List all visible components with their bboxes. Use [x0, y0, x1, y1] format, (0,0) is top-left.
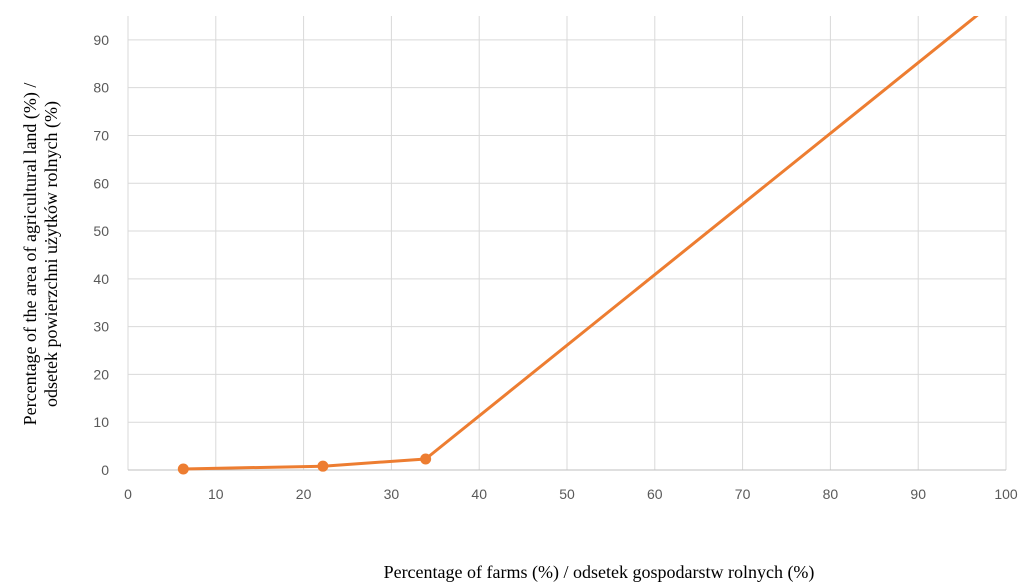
y-tick-label: 30: [93, 319, 109, 335]
x-tick-label: 50: [559, 486, 575, 502]
y-tick-label: 10: [93, 414, 109, 430]
y-tick-label: 90: [93, 32, 109, 48]
data-series: [177, 16, 979, 475]
series-line: [183, 16, 979, 471]
y-tick-label: 20: [93, 366, 109, 382]
x-axis-tick-labels: 0 10 20 30 40 50 60 70 80 90 100: [124, 486, 1018, 502]
x-axis-title: Percentage of farms (%) / odsetek gospod…: [384, 562, 815, 583]
data-point-marker: [317, 460, 329, 472]
x-tick-label: 80: [823, 486, 839, 502]
y-tick-label: 80: [93, 80, 109, 96]
gridlines: [127, 16, 1007, 471]
y-tick-label: 70: [93, 127, 109, 143]
x-tick-label: 100: [994, 486, 1018, 502]
data-point-marker: [420, 453, 432, 465]
x-tick-label: 60: [647, 486, 663, 502]
x-tick-label: 10: [208, 486, 224, 502]
y-axis-tick-labels: 0 10 20 30 40 50 60 70 80 90: [93, 32, 109, 478]
y-tick-label: 0: [101, 462, 109, 478]
y-axis-title-line-1: Percentage of the area of agricultural l…: [20, 83, 41, 426]
x-tick-label: 0: [124, 486, 132, 502]
x-tick-label: 30: [384, 486, 400, 502]
y-tick-label: 50: [93, 223, 109, 239]
y-tick-label: 60: [93, 175, 109, 191]
data-point-marker: [177, 463, 189, 475]
x-tick-label: 40: [471, 486, 487, 502]
y-tick-label: 40: [93, 271, 109, 287]
x-tick-label: 70: [735, 486, 751, 502]
y-axis-title-line-2: odsetek powierzchni użytków rolnych (%): [41, 101, 62, 407]
x-tick-label: 90: [910, 486, 926, 502]
x-tick-label: 20: [296, 486, 312, 502]
